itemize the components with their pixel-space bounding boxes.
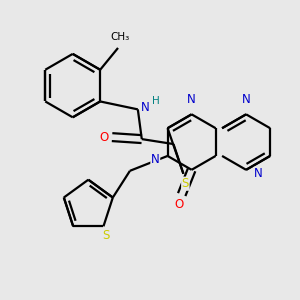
Text: N: N bbox=[254, 167, 263, 180]
Text: S: S bbox=[182, 177, 189, 190]
Text: N: N bbox=[151, 153, 160, 167]
Text: S: S bbox=[102, 229, 109, 242]
Text: N: N bbox=[187, 93, 196, 106]
Text: N: N bbox=[242, 93, 250, 106]
Text: N: N bbox=[141, 101, 149, 114]
Text: CH₃: CH₃ bbox=[110, 32, 130, 42]
Text: O: O bbox=[100, 130, 109, 144]
Text: O: O bbox=[174, 198, 183, 211]
Text: H: H bbox=[152, 97, 159, 106]
